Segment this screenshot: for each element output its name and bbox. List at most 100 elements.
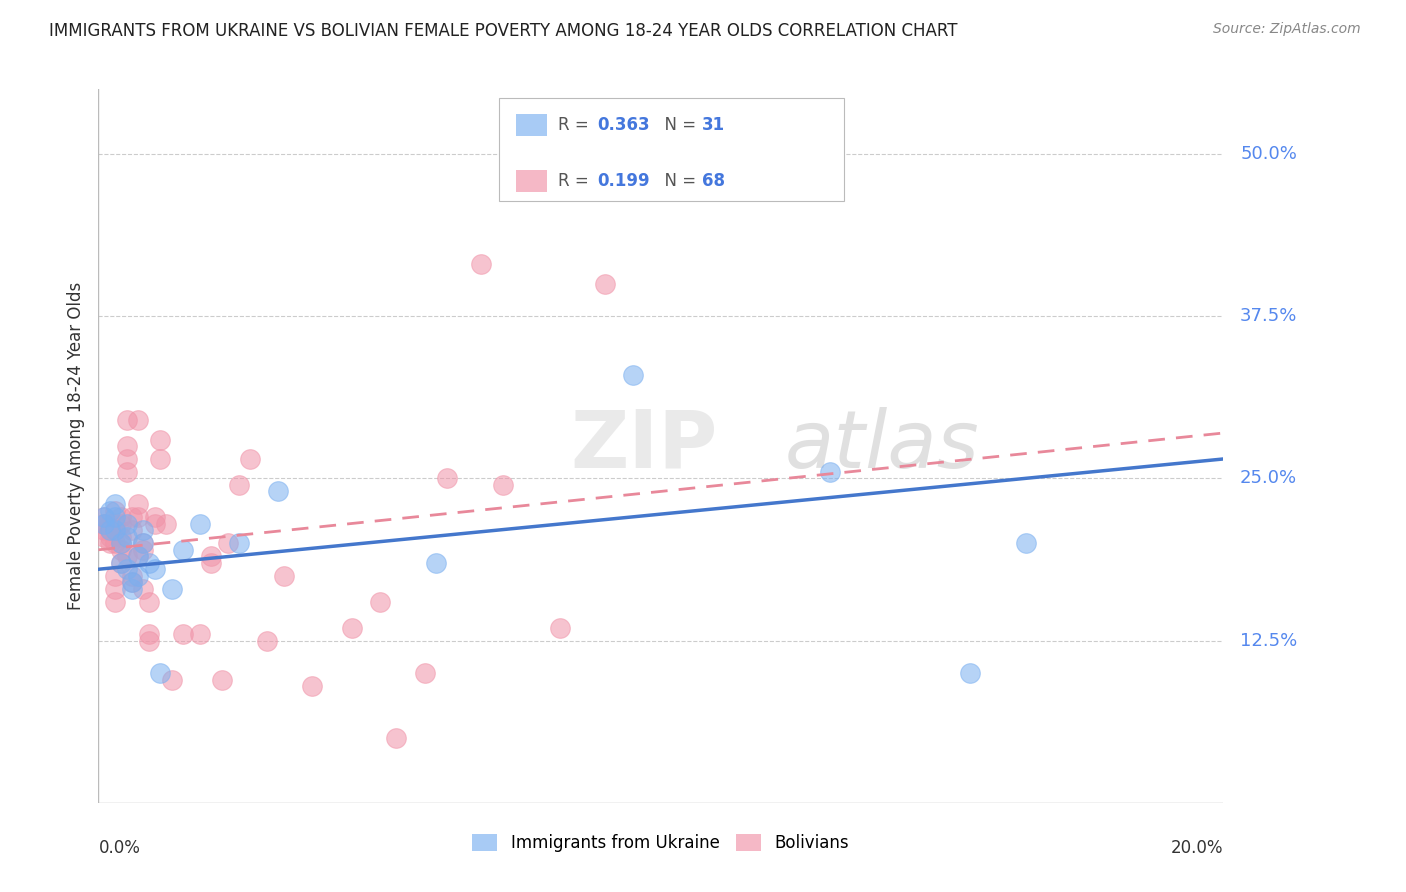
Text: 20.0%: 20.0% [1171, 839, 1223, 857]
Point [340, 621, 363, 635]
Point [132, 536, 155, 550]
Point [115, 549, 138, 564]
Point [110, 516, 132, 531]
Point [593, 277, 616, 291]
Text: Source: ZipAtlas.com: Source: ZipAtlas.com [1213, 22, 1361, 37]
Point [492, 478, 515, 492]
Point [172, 542, 194, 557]
Text: ZIP: ZIP [571, 407, 718, 485]
Point [115, 439, 138, 453]
Point [200, 549, 222, 564]
Text: 25.0%: 25.0% [1240, 469, 1298, 487]
Point [425, 556, 447, 570]
Text: N =: N = [654, 116, 702, 134]
Point [818, 465, 841, 479]
Legend: Immigrants from Ukraine, Bolivians: Immigrants from Ukraine, Bolivians [465, 827, 856, 859]
Point [121, 568, 143, 582]
Point [104, 524, 127, 538]
Point [93, 510, 115, 524]
Point [115, 516, 138, 531]
Point [110, 530, 132, 544]
Point [239, 452, 262, 467]
Point [228, 478, 250, 492]
Point [110, 536, 132, 550]
Point [149, 433, 172, 447]
Point [132, 582, 155, 596]
Point [143, 562, 166, 576]
Point [98, 524, 121, 538]
Point [93, 530, 115, 544]
Point [138, 556, 160, 570]
Point [98, 524, 121, 538]
Point [143, 516, 166, 531]
Point [93, 516, 115, 531]
Point [413, 666, 436, 681]
Text: 0.199: 0.199 [598, 172, 650, 190]
Point [368, 595, 391, 609]
Point [98, 536, 121, 550]
Point [138, 633, 160, 648]
Y-axis label: Female Poverty Among 18-24 Year Olds: Female Poverty Among 18-24 Year Olds [66, 282, 84, 610]
Point [273, 568, 295, 582]
Point [110, 556, 132, 570]
Point [93, 510, 115, 524]
Point [127, 549, 149, 564]
Text: 50.0%: 50.0% [1240, 145, 1296, 163]
Point [98, 516, 121, 531]
Point [104, 568, 127, 582]
Point [127, 510, 149, 524]
Point [104, 536, 127, 550]
Point [149, 666, 172, 681]
Point [959, 666, 981, 681]
Point [104, 504, 127, 518]
Text: IMMIGRANTS FROM UKRAINE VS BOLIVIAN FEMALE POVERTY AMONG 18-24 YEAR OLDS CORRELA: IMMIGRANTS FROM UKRAINE VS BOLIVIAN FEMA… [49, 22, 957, 40]
Point [121, 575, 143, 590]
Point [188, 516, 211, 531]
Point [132, 524, 155, 538]
Point [143, 510, 166, 524]
Text: 31: 31 [702, 116, 724, 134]
Point [621, 368, 644, 382]
Text: 0.0%: 0.0% [98, 839, 141, 857]
Text: N =: N = [654, 172, 702, 190]
Point [115, 452, 138, 467]
Point [98, 524, 121, 538]
Text: atlas: atlas [785, 407, 980, 485]
Point [104, 582, 127, 596]
Point [548, 621, 571, 635]
Text: 12.5%: 12.5% [1240, 632, 1298, 649]
Point [211, 673, 233, 687]
Point [160, 673, 183, 687]
Point [228, 536, 250, 550]
Point [132, 536, 155, 550]
Point [149, 452, 172, 467]
Point [121, 575, 143, 590]
Point [1015, 536, 1038, 550]
Point [104, 516, 127, 531]
Point [160, 582, 183, 596]
Point [104, 510, 127, 524]
Point [127, 497, 149, 511]
Point [93, 516, 115, 531]
Point [138, 627, 160, 641]
Point [188, 627, 211, 641]
Text: 0.363: 0.363 [598, 116, 650, 134]
Point [115, 413, 138, 427]
Point [470, 257, 492, 271]
Point [301, 679, 323, 693]
Point [115, 465, 138, 479]
Point [110, 542, 132, 557]
Point [104, 524, 127, 538]
Point [138, 595, 160, 609]
Point [385, 731, 408, 745]
Text: 68: 68 [702, 172, 724, 190]
Point [256, 633, 278, 648]
Point [93, 516, 115, 531]
Point [127, 568, 149, 582]
Point [267, 484, 290, 499]
Point [98, 530, 121, 544]
Point [115, 562, 138, 576]
Point [200, 556, 222, 570]
Point [217, 536, 239, 550]
Point [121, 510, 143, 524]
